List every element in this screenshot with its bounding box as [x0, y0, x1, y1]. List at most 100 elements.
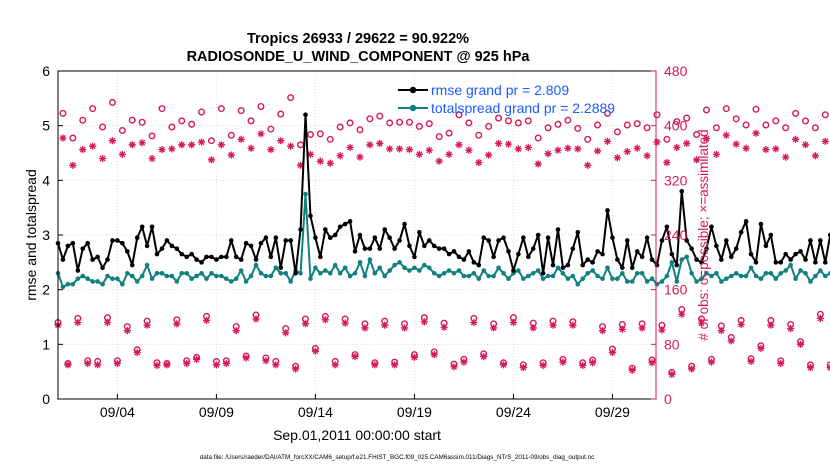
obs-assimilated-marker: [64, 361, 72, 369]
rmse-point: [456, 254, 462, 260]
obs-assimilated-marker: [767, 321, 775, 329]
obs-assimilated-marker: [242, 354, 250, 362]
obs-possible-marker: [554, 120, 562, 128]
obs-assimilated-marker: [529, 324, 537, 332]
rmse-point: [441, 246, 447, 251]
chart-title-line1: Tropics 26933 / 29622 = 90.922%: [247, 31, 469, 47]
obs-assimilated-marker: [791, 135, 800, 143]
obs-assimilated-marker: [628, 366, 636, 374]
obs-possible-marker: [198, 108, 206, 116]
totalspread-point: [521, 276, 526, 282]
totalspread-point: [674, 279, 680, 284]
totalspread-point: [620, 270, 625, 276]
y-left-tick-label: 6: [42, 63, 50, 79]
totalspread-point: [85, 276, 91, 282]
totalspread-point: [461, 273, 467, 279]
obs-possible-marker: [826, 361, 830, 369]
rmse-point: [798, 249, 803, 254]
totalspread-point: [248, 273, 254, 279]
rmse-point: [189, 251, 194, 257]
obs-assimilated-marker: [534, 160, 542, 168]
obs-possible-marker: [455, 111, 463, 119]
rmse-point: [813, 260, 818, 265]
obs-possible-marker: [811, 124, 819, 132]
obs-possible-marker: [148, 132, 156, 140]
totalspread-point: [714, 270, 719, 276]
obs-assimilated-marker: [222, 359, 230, 368]
totalspread-point: [629, 279, 635, 284]
obs-assimilated-marker: [623, 148, 631, 156]
totalspread-point: [352, 270, 358, 276]
rmse-point: [352, 249, 358, 254]
obs-assimilated-marker: [79, 145, 87, 154]
rmse-point: [659, 238, 665, 243]
rmse-point: [288, 238, 293, 243]
rmse-point: [565, 262, 571, 268]
totalspread-point: [149, 276, 155, 282]
totalspread-point: [332, 262, 338, 268]
obs-assimilated-marker: [524, 143, 532, 152]
rmse-point: [397, 238, 402, 243]
totalspread-point: [278, 270, 284, 276]
rmse-point: [674, 262, 680, 268]
rmse-point: [219, 254, 224, 260]
obs-possible-marker: [534, 134, 542, 142]
obs-possible-marker: [742, 121, 750, 129]
totalspread-point: [298, 270, 303, 276]
y-right-tick-label: 320: [664, 172, 688, 188]
obs-assimilated-marker: [386, 145, 394, 153]
rmse-point: [684, 238, 689, 243]
rmse-point: [723, 238, 729, 243]
totalspread-point: [738, 273, 744, 279]
rmse-point: [120, 240, 125, 246]
rmse-point: [827, 232, 830, 238]
totalspread-point: [238, 268, 244, 273]
y-axis-left: 0 1 2 3 4 5 6: [42, 63, 63, 407]
totalspread-point: [224, 276, 229, 282]
rmse-point: [501, 235, 506, 241]
obs-assimilated-marker: [475, 158, 483, 167]
rmse-point: [347, 219, 353, 224]
y-right-tick-label: 400: [664, 118, 688, 134]
obs-assimilated-marker: [108, 137, 117, 145]
obs-possible-marker: [485, 122, 493, 130]
obs-assimilated-marker: [173, 320, 181, 328]
totalspread-point: [129, 273, 135, 279]
rmse-point: [590, 260, 595, 265]
obs-possible-marker: [772, 117, 780, 125]
obs-assimilated-marker: [207, 156, 216, 164]
x-tick-label: 09/04: [100, 404, 135, 420]
obs-possible-marker: [108, 98, 116, 106]
totalspread-point: [189, 276, 194, 282]
legend: rmse grand pr = 2.809 totalspread grand …: [398, 82, 615, 116]
totalspread-point: [530, 270, 536, 276]
obs-assimilated-marker: [821, 137, 829, 145]
totalspread-point: [763, 270, 769, 276]
rmse-point: [426, 238, 432, 243]
obs-possible-marker: [564, 116, 572, 124]
rmse-point: [615, 257, 620, 262]
obs-possible-marker: [207, 137, 215, 145]
rmse-point: [595, 249, 600, 254]
totalspread-point: [550, 273, 556, 279]
totalspread-point: [288, 279, 293, 284]
totalspread-point: [748, 265, 754, 271]
obs-assimilated-marker: [341, 319, 349, 327]
obs-possible-marker: [752, 105, 760, 113]
obs-assimilated-marker: [717, 327, 725, 335]
obs-assimilated-marker: [737, 320, 745, 329]
rmse-point: [624, 238, 630, 243]
totalspread-point: [283, 270, 289, 276]
y-right-tick-label: 80: [664, 336, 680, 352]
rmse-point: [476, 262, 482, 268]
legend-spread-marker: [409, 104, 417, 112]
rmse-point: [382, 227, 388, 232]
totalspread-point: [818, 268, 823, 273]
totalspread-point: [615, 276, 620, 282]
obs-possible-marker: [643, 124, 651, 132]
totalspread-point: [144, 262, 150, 268]
totalspread-point: [451, 270, 457, 276]
obs-possible-marker: [386, 119, 394, 127]
rmse-point: [293, 270, 298, 276]
rmse-point: [511, 268, 516, 273]
